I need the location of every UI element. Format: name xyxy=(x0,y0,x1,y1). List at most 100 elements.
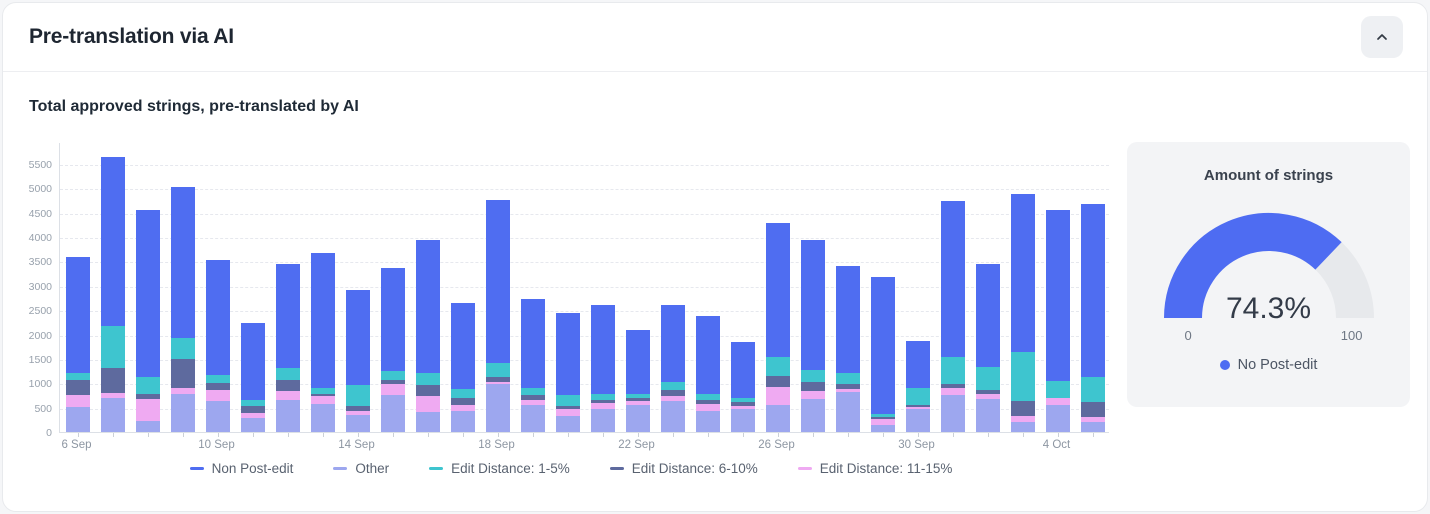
bar-16-sep[interactable] xyxy=(415,239,440,432)
bar-10-sep[interactable] xyxy=(205,260,230,432)
y-axis-labels: 0 500 1000 1500 2000 2500 3000 3500 4000 4500 5000… xyxy=(28,143,54,439)
bar-segment xyxy=(65,380,90,395)
legend-dash-icon xyxy=(609,467,624,470)
bar-segment xyxy=(100,156,125,326)
x-axis-tick xyxy=(567,433,569,437)
bar-12-sep[interactable] xyxy=(275,263,300,432)
bar-segment xyxy=(1045,404,1070,432)
bar-segment xyxy=(520,394,545,400)
bar-segment xyxy=(135,393,160,400)
bar-9-sep[interactable] xyxy=(170,186,195,432)
bar-14-sep[interactable] xyxy=(345,289,370,432)
bar-segment xyxy=(100,392,125,398)
gauge-title: Amount of strings xyxy=(1203,167,1334,184)
bar-6-sep[interactable] xyxy=(65,256,90,432)
gauge-card: Amount of strings 74.3% 0 100 No Post-ed… xyxy=(1127,142,1410,407)
y-axis-tick-label: 1000 xyxy=(28,378,52,391)
x-axis-tick xyxy=(77,433,79,437)
bar-3-oct[interactable] xyxy=(1010,193,1035,432)
bar-11-sep[interactable] xyxy=(240,323,265,432)
bar-segment xyxy=(135,399,160,421)
legend-item-non-post-edit[interactable]: Non Post-edit xyxy=(189,461,294,476)
legend-item-edit-distance-6-10-[interactable]: Edit Distance: 6-10% xyxy=(609,461,758,476)
bar-25-sep[interactable] xyxy=(730,341,755,432)
y-axis-tick-label: 5500 xyxy=(28,158,52,171)
bar-segment xyxy=(1010,352,1035,401)
bar-segment xyxy=(275,367,300,380)
bar-segment xyxy=(415,411,440,432)
bar-28-sep[interactable] xyxy=(835,266,860,432)
chart-subtitle: Total approved strings, pre-translated b… xyxy=(29,98,359,115)
bar-segment xyxy=(800,391,825,399)
bar-29-sep[interactable] xyxy=(870,277,895,432)
legend-item-other[interactable]: Other xyxy=(333,461,389,476)
x-axis-tick xyxy=(217,433,219,437)
x-axis-tick xyxy=(1022,433,1024,437)
x-axis-labels: 6 Sep 10 Sep 14 Sep 18 Sep 22 Sep 26 Sep 30 Se… xyxy=(28,439,1114,455)
bar-segment xyxy=(765,357,790,377)
bar-segment xyxy=(345,405,370,411)
bar-segment xyxy=(100,368,125,393)
bar-segment xyxy=(135,420,160,432)
collapse-button[interactable] xyxy=(1361,16,1403,58)
legend-item-edit-distance-1-5-[interactable]: Edit Distance: 1-5% xyxy=(429,461,570,476)
legend-item-edit-distance-11-15-[interactable]: Edit Distance: 11-15% xyxy=(797,461,952,476)
bar-8-sep[interactable] xyxy=(135,209,160,432)
x-axis-tick xyxy=(252,433,254,437)
bar-segment xyxy=(1010,400,1035,416)
x-axis-tick xyxy=(147,433,149,437)
bar-segment xyxy=(450,405,475,411)
gauge-value-arc xyxy=(1163,213,1342,319)
bar-17-sep[interactable] xyxy=(450,302,475,432)
bar-1-oct[interactable] xyxy=(940,201,965,432)
legend-item-label: Non Post-edit xyxy=(211,461,294,476)
bar-7-sep[interactable] xyxy=(100,156,125,432)
bar-27-sep[interactable] xyxy=(800,240,825,432)
grid-line xyxy=(60,311,1109,313)
bar-segment xyxy=(170,186,195,338)
bar-15-sep[interactable] xyxy=(380,267,405,432)
bar-segment xyxy=(800,240,825,370)
bar-segment xyxy=(450,388,475,399)
bar-22-sep[interactable] xyxy=(625,329,650,432)
bar-segment xyxy=(975,263,1000,367)
bar-segment xyxy=(800,398,825,432)
bar-segment xyxy=(660,382,685,391)
bar-segment xyxy=(870,277,895,414)
bar-18-sep[interactable] xyxy=(485,200,510,432)
x-axis-tick xyxy=(917,433,919,437)
x-axis-tick xyxy=(182,433,184,437)
gauge-legend-item[interactable]: No Post-edit xyxy=(1127,357,1410,373)
bar-24-sep[interactable] xyxy=(695,316,720,432)
bar-segment xyxy=(730,401,755,406)
bar-2-oct[interactable] xyxy=(975,263,1000,432)
y-axis-tick-label: 5000 xyxy=(28,183,52,196)
bar-segment xyxy=(695,394,720,400)
legend-item-label: Edit Distance: 6-10% xyxy=(631,461,758,476)
bar-13-sep[interactable] xyxy=(310,252,335,432)
bar-21-sep[interactable] xyxy=(590,305,615,432)
x-axis-tick xyxy=(707,433,709,437)
bar-30-sep[interactable] xyxy=(905,340,930,432)
bar-segment xyxy=(975,390,1000,394)
x-axis-tick xyxy=(882,433,884,437)
bar-segment xyxy=(170,394,195,432)
bar-26-sep[interactable] xyxy=(765,222,790,432)
grid-line xyxy=(60,238,1109,240)
x-axis-tick xyxy=(112,433,114,437)
bar-segment xyxy=(590,400,615,404)
bar-19-sep[interactable] xyxy=(520,299,545,432)
bar-segment xyxy=(905,407,930,409)
y-axis-tick-label: 500 xyxy=(34,402,52,415)
x-axis-tick xyxy=(777,433,779,437)
bar-segment xyxy=(135,209,160,378)
bar-segment xyxy=(275,379,300,392)
grid-line xyxy=(60,359,1109,361)
bar-segment xyxy=(520,388,545,395)
bar-5-oct[interactable] xyxy=(1080,204,1105,432)
bar-segment xyxy=(205,383,230,391)
bar-4-oct[interactable] xyxy=(1045,210,1070,432)
bar-20-sep[interactable] xyxy=(555,313,580,432)
bar-23-sep[interactable] xyxy=(660,305,685,432)
x-axis-tick xyxy=(812,433,814,437)
